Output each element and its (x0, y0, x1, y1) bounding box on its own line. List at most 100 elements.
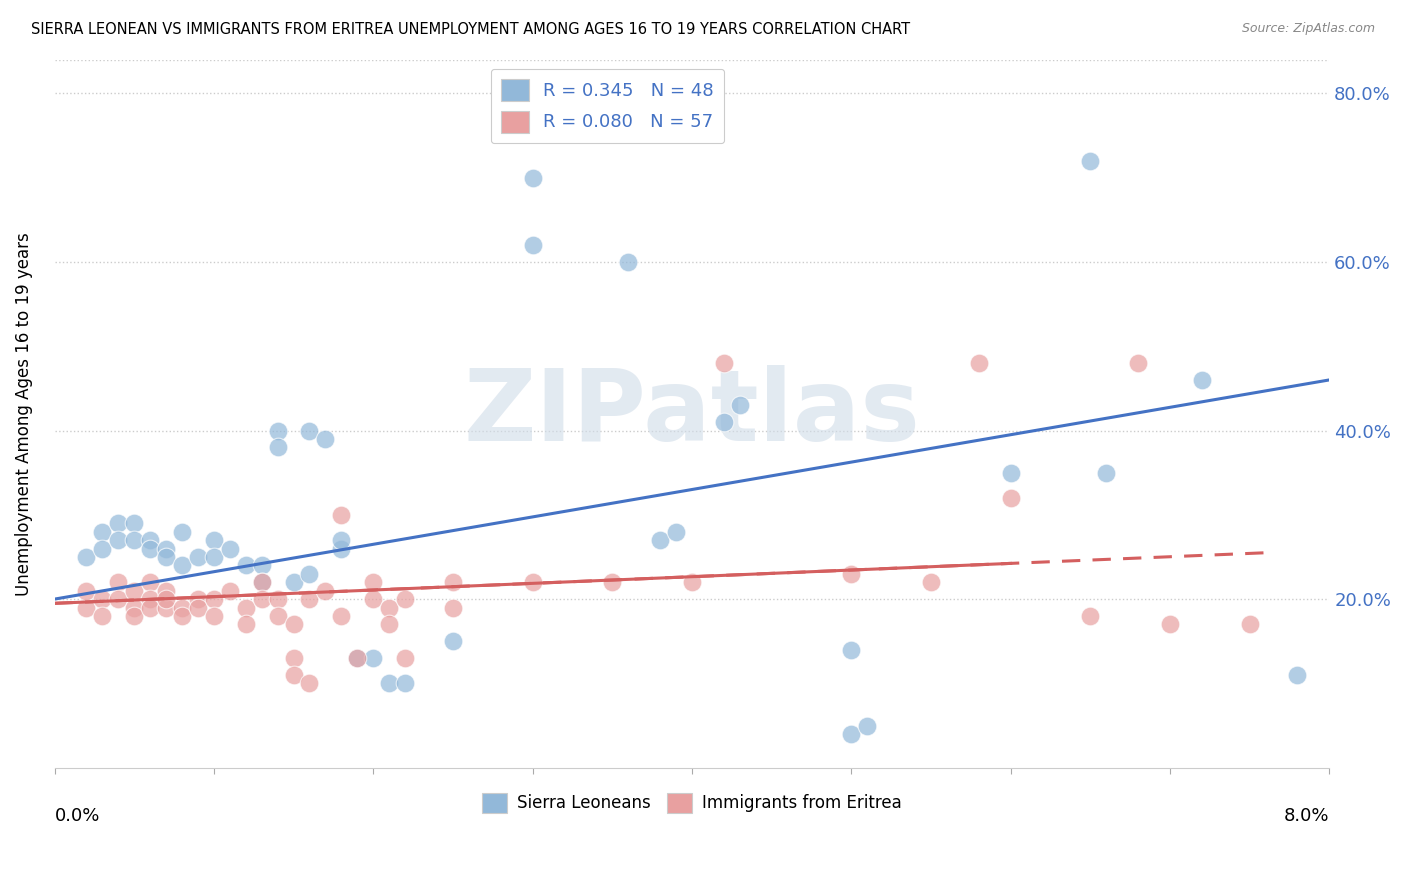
Point (75, 549, 97, 564)
Point (378, 600, 401, 615)
Point (330, 533, 353, 547)
Point (298, 676, 321, 690)
Point (202, 609, 225, 624)
Point (107, 592, 129, 607)
Point (920, 575, 942, 590)
Point (250, 575, 273, 590)
Point (298, 566, 321, 581)
Point (1000, 491, 1022, 505)
Point (522, 238, 544, 252)
Point (75, 583, 97, 598)
Point (361, 575, 384, 590)
Point (713, 356, 735, 370)
Point (394, 592, 416, 607)
Point (266, 609, 288, 624)
Text: SIERRA LEONEAN VS IMMIGRANTS FROM ERITREA UNEMPLOYMENT AMONG AGES 16 TO 19 YEARS: SIERRA LEONEAN VS IMMIGRANTS FROM ERITRE… (31, 22, 910, 37)
Point (250, 575, 273, 590)
Point (839, 642, 862, 657)
Point (394, 676, 416, 690)
Point (266, 424, 288, 438)
Point (346, 651, 368, 665)
Point (218, 583, 240, 598)
Point (139, 575, 162, 590)
Point (314, 432, 336, 446)
Point (1078, 153, 1101, 168)
Point (1000, 466, 1022, 480)
Point (202, 533, 225, 547)
Point (91, 592, 114, 607)
Point (187, 549, 209, 564)
Point (441, 575, 464, 590)
Point (235, 558, 257, 573)
Point (139, 541, 162, 556)
Legend: Sierra Leoneans, Immigrants from Eritrea: Sierra Leoneans, Immigrants from Eritrea (475, 786, 908, 820)
Point (856, 718, 879, 732)
Point (283, 668, 305, 682)
Point (283, 651, 305, 665)
Point (681, 575, 703, 590)
Point (1078, 609, 1101, 624)
Point (1191, 373, 1213, 387)
Point (967, 356, 990, 370)
Point (346, 651, 368, 665)
Point (250, 558, 273, 573)
Point (187, 600, 209, 615)
Point (839, 566, 862, 581)
Point (170, 524, 193, 539)
Point (298, 424, 321, 438)
Point (1126, 356, 1149, 370)
Point (1159, 617, 1181, 632)
Point (361, 651, 384, 665)
Point (139, 592, 162, 607)
Point (665, 524, 688, 539)
Point (648, 533, 671, 547)
Point (1239, 617, 1261, 632)
Point (122, 609, 145, 624)
Point (522, 575, 544, 590)
Point (155, 583, 177, 598)
Point (75, 600, 97, 615)
Point (266, 441, 288, 455)
Point (250, 592, 273, 607)
Point (314, 583, 336, 598)
Point (91, 609, 114, 624)
Point (283, 575, 305, 590)
Y-axis label: Unemployment Among Ages 16 to 19 years: Unemployment Among Ages 16 to 19 years (15, 232, 32, 596)
Point (122, 600, 145, 615)
Point (728, 398, 751, 412)
Point (266, 592, 288, 607)
Point (839, 727, 862, 741)
Point (139, 600, 162, 615)
Point (107, 575, 129, 590)
Point (170, 558, 193, 573)
Point (91, 524, 114, 539)
Point (330, 541, 353, 556)
Point (155, 549, 177, 564)
Point (91, 541, 114, 556)
Point (155, 592, 177, 607)
Point (122, 583, 145, 598)
Point (155, 541, 177, 556)
Text: Source: ZipAtlas.com: Source: ZipAtlas.com (1241, 22, 1375, 36)
Point (441, 634, 464, 648)
Point (298, 592, 321, 607)
Point (235, 617, 257, 632)
Point (122, 533, 145, 547)
Point (187, 592, 209, 607)
Point (394, 651, 416, 665)
Point (378, 676, 401, 690)
Point (202, 592, 225, 607)
Point (522, 170, 544, 185)
Point (330, 508, 353, 522)
Point (170, 609, 193, 624)
Point (107, 533, 129, 547)
Point (600, 575, 623, 590)
Point (155, 600, 177, 615)
Point (283, 617, 305, 632)
Point (330, 609, 353, 624)
Point (122, 516, 145, 531)
Text: ZIPatlas: ZIPatlas (464, 365, 921, 462)
Point (202, 549, 225, 564)
Point (441, 600, 464, 615)
Point (218, 541, 240, 556)
